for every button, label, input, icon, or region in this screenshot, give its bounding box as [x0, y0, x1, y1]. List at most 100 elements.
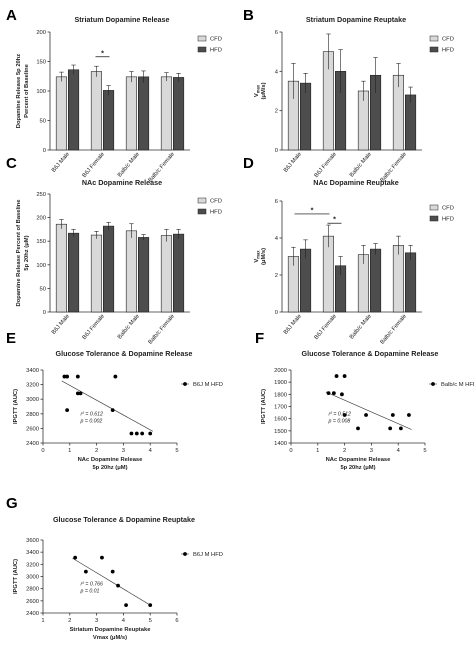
y-tick-label: 2400 [26, 611, 39, 617]
bar-hfd-3 [404, 94, 417, 151]
panel-title: NAc Dopamine Release [82, 178, 162, 187]
regression-line [72, 557, 151, 606]
legend-swatch-hfd [197, 46, 207, 53]
y-tick-label: 1900 [274, 380, 287, 386]
panel-title: Glucose Tolerance & Dopamine Release [302, 349, 439, 358]
panel-letter-a: A [6, 7, 17, 24]
y-tick-label: 1700 [274, 405, 287, 411]
x-tick-label: 6 [175, 618, 178, 624]
y-tick-label: 3000 [26, 575, 39, 581]
data-point [116, 583, 120, 588]
bar-hfd-3 [173, 77, 185, 151]
bar-cfd-1 [90, 71, 102, 151]
x-tick-label: B6J Female [314, 313, 338, 341]
legend-swatch-hfd [429, 46, 439, 53]
data-point [390, 413, 395, 417]
data-point [75, 391, 80, 396]
y-tick-label: 0 [43, 310, 46, 316]
y-axis-label-line: Dopamine Release 5p 20hz [16, 54, 22, 129]
y-label-sub: max [256, 250, 261, 259]
data-point [364, 413, 368, 417]
p-value-label: p = 0.008 [328, 418, 351, 424]
y-tick-label: 1600 [274, 417, 287, 423]
bar-hfd-0 [68, 232, 80, 313]
bar-cfd-3 [392, 245, 405, 313]
bar-hfd-3 [173, 233, 185, 313]
panel-letter-d: D [243, 155, 254, 172]
x-tick-label: 5 [423, 448, 426, 454]
bar-cfd-1 [322, 235, 335, 313]
bar-cfd-3 [160, 235, 172, 313]
y-tick-label: 150 [36, 60, 46, 66]
y-axis-label-line: Dopamine Release Percent of Baseline [16, 199, 22, 307]
p-value-label: p = 0.002 [80, 418, 103, 424]
y-tick-label: 4 [275, 236, 279, 242]
panel-title: Glucose Tolerance & Dopamine Reuptake [53, 515, 195, 524]
y-axis-label-text: Vmax [254, 84, 261, 97]
panel-d: D NAc Dopamine Reuptake 0 2 4 6 Vmax (μM/s) B6J … [243, 155, 454, 346]
bar-cfd-0 [55, 76, 68, 151]
x-tick-label: 0 [41, 448, 44, 454]
y-tick-label: 3200 [26, 562, 39, 568]
legend-label: CFD [210, 37, 222, 43]
x-tick-label: 3 [95, 618, 98, 624]
x-tick-label: 2 [343, 448, 346, 454]
bar-cfd-2 [125, 230, 137, 313]
y-tick-label: 2400 [26, 441, 39, 447]
panel-letter-b: B [243, 7, 254, 24]
data-point [148, 431, 153, 436]
y-tick-label: 1500 [274, 429, 287, 435]
data-point [129, 431, 134, 436]
bar-hfd-2 [138, 76, 150, 151]
y-tick-label: 2 [275, 273, 278, 279]
x-tick-label: 2 [68, 618, 71, 624]
y-tick-label: 100 [36, 263, 46, 269]
data-point [407, 413, 411, 417]
legend-label: HFD [210, 210, 222, 216]
data-point [340, 392, 344, 397]
y-tick-label: 200 [36, 216, 46, 222]
x-tick-label: 0 [289, 448, 292, 454]
y-tick-label: 2600 [26, 599, 39, 605]
y-tick-label: 2800 [26, 587, 39, 593]
legend-swatch-hfd [197, 208, 207, 215]
x-tick-label: 4 [122, 618, 126, 624]
y-tick-label: 6 [275, 199, 278, 205]
bar-hfd-0 [299, 248, 312, 313]
y-tick-label: 50 [40, 119, 46, 125]
y-axis-label-line: Percent of Baseline [24, 63, 30, 118]
data-point [326, 391, 331, 396]
x-tick-label: Balb/c Male [349, 313, 373, 340]
y-axis-label: Vmax (μM/s) [254, 82, 267, 99]
y-tick-label: 3600 [26, 538, 39, 544]
x-tick-label: B6J Male [51, 151, 71, 173]
y-axis-label-text: Vmax [254, 250, 261, 263]
data-point [356, 426, 360, 431]
y-axis-label-line: 5p 20hz (μM) [24, 235, 30, 270]
r-squared-label: r² = 0.766 [81, 581, 103, 587]
y-tick-label: 6 [275, 30, 278, 36]
bar-hfd-1 [103, 90, 115, 151]
legend-label: CFD [210, 199, 222, 205]
y-label-sub: max [256, 84, 261, 93]
legend-swatch-cfd [429, 35, 439, 42]
y-axis-unit: (μM/s) [261, 82, 267, 99]
data-point [73, 555, 78, 560]
panel-b: B Striatum Dopamine Reuptake 0 2 4 6 Vmax (μM/s… [243, 7, 454, 184]
panel-title: Striatum Dopamine Release [74, 15, 169, 24]
legend-swatch-cfd [197, 197, 207, 204]
legend-marker [183, 552, 187, 556]
x-axis-label-line: Vmax (μM/s) [93, 635, 127, 641]
legend-label: HFD [442, 217, 454, 223]
data-point [342, 374, 347, 378]
y-tick-label: 0 [275, 310, 278, 316]
y-tick-label: 2 [275, 109, 278, 115]
x-tick-label: 4 [149, 448, 153, 454]
p-value-label: p = 0.01 [80, 588, 100, 594]
data-point [388, 426, 393, 431]
x-tick-label: 2 [95, 448, 98, 454]
x-tick-label: Balb/c Male [349, 151, 373, 178]
bar-cfd-1 [90, 234, 102, 313]
